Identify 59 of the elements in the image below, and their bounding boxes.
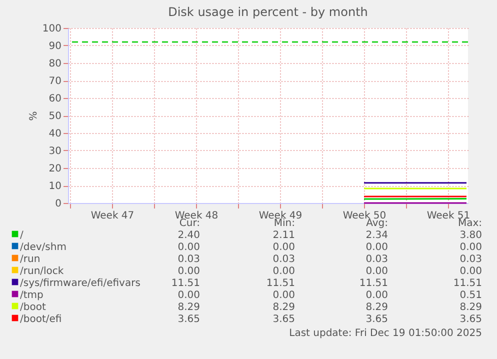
text: 2.11	[272, 230, 295, 241]
text: 3.65	[178, 314, 200, 325]
text: 3.65	[366, 314, 388, 325]
text: 0.00	[460, 266, 482, 277]
text: 11.51	[266, 278, 295, 289]
text: 2.34	[366, 230, 388, 241]
y-axis-title: %	[28, 111, 40, 121]
legend-label: /tmp	[20, 290, 44, 301]
text: 11.51	[171, 278, 200, 289]
text: Last update: Fri Dec 19 01:50:00 2025	[289, 328, 482, 339]
text: 8.29	[178, 302, 200, 313]
y-tick-label: 20	[48, 164, 62, 174]
text: 0.00	[366, 242, 388, 253]
text: 0.00	[272, 242, 295, 253]
text: 0.00	[366, 266, 388, 277]
text: Avg:	[366, 218, 388, 229]
text: 0.00	[460, 242, 482, 253]
y-tick-label: 30	[48, 146, 62, 157]
text: 8.29	[460, 302, 482, 313]
text: 0.00	[178, 290, 200, 301]
text: 8.29	[272, 302, 295, 313]
text: Cur:	[179, 218, 200, 229]
text: 0.00	[366, 290, 388, 301]
text: 0.03	[366, 254, 388, 265]
text: 0.03	[178, 254, 200, 265]
text: 2.40	[178, 230, 200, 241]
y-tick-label: 70	[48, 76, 62, 87]
y-tick-label: 10	[48, 181, 62, 192]
legend-label: /	[20, 230, 24, 241]
y-tick-label: 0	[55, 198, 62, 210]
y-tick-label: 90	[48, 41, 62, 52]
text: 0.00	[178, 242, 200, 253]
text: 11.51	[453, 278, 482, 289]
chart-title: Disk usage in percent - by month	[168, 5, 368, 19]
text: 0.03	[460, 254, 482, 265]
legend-label: /run	[20, 254, 40, 265]
text: Min:	[274, 218, 295, 229]
y-tick-label: 40	[48, 128, 62, 140]
text: 0.00	[178, 266, 200, 277]
text: 0.51	[460, 290, 482, 301]
text: 3.65	[272, 314, 295, 325]
legend-label: /sys/firmware/efi/efivars	[20, 278, 140, 289]
legend-label: /run/lock	[20, 266, 64, 277]
text: 0.03	[272, 254, 295, 265]
text: Max:	[458, 218, 482, 229]
text: 3.80	[460, 230, 482, 241]
y-tick-label: 100	[42, 24, 62, 34]
text: 11.51	[359, 278, 388, 289]
legend-label: /boot	[20, 302, 46, 313]
y-tick-label: 50	[48, 111, 62, 122]
y-tick-label: 60	[48, 94, 62, 104]
text: 0.00	[272, 290, 295, 301]
x-tick-label: Week 47	[90, 210, 134, 222]
text: 8.29	[366, 302, 388, 313]
legend-label: /boot/efi	[20, 314, 62, 325]
text: 3.65	[460, 314, 482, 325]
legend-label: /dev/shm	[20, 242, 66, 253]
text: 0.00	[272, 266, 295, 277]
y-tick-label: 80	[48, 58, 62, 70]
